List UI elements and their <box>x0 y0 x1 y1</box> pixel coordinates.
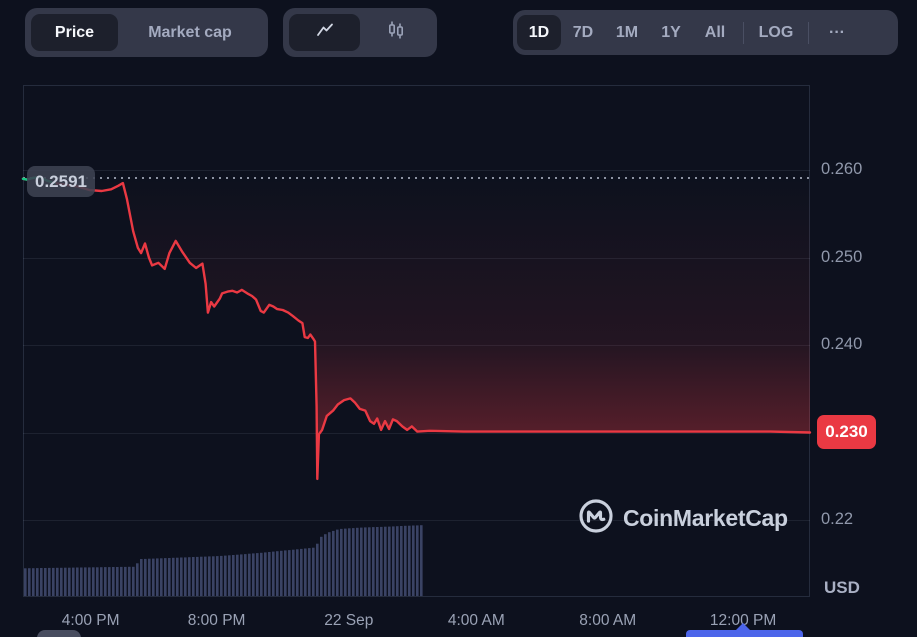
x-tick-label: 22 Sep <box>324 612 374 629</box>
range-7d-button[interactable]: 7D <box>572 23 594 41</box>
more-options-button[interactable]: ··· <box>829 23 845 41</box>
candlestick-chart-button[interactable] <box>360 14 431 51</box>
separator <box>743 21 744 44</box>
line-chart-button[interactable] <box>289 14 360 51</box>
open-price-tooltip: 0.2591 <box>27 166 95 197</box>
y-tick-label: 0.250 <box>821 247 863 266</box>
candlestick-chart-icon <box>386 20 406 45</box>
coinmarketcap-watermark: CoinMarketCap <box>578 498 788 539</box>
market-cap-tab[interactable]: Market cap <box>148 23 232 41</box>
y-tick-label: 0.240 <box>821 335 863 353</box>
range-all-button[interactable]: All <box>704 23 726 41</box>
gridline <box>23 257 810 259</box>
x-tick-label: 8:00 AM <box>579 612 637 629</box>
x-tick-label: 12:00 PM <box>709 612 777 629</box>
range-slider-handle[interactable] <box>37 630 81 637</box>
x-tick-label: 4:00 PM <box>61 612 120 629</box>
metric-toggle: Price Market cap <box>25 8 268 57</box>
price-tab[interactable]: Price <box>31 14 118 51</box>
currency-unit-label: USD <box>824 578 860 597</box>
range-1m-button[interactable]: 1M <box>615 23 639 41</box>
gridline <box>23 345 810 346</box>
range-1y-button[interactable]: 1Y <box>661 23 681 41</box>
chart-type-toggle <box>283 8 437 57</box>
y-tick-label: 0.260 <box>821 160 863 178</box>
log-scale-button[interactable]: LOG <box>758 23 794 41</box>
separator <box>808 21 809 44</box>
line-chart-icon <box>315 21 335 44</box>
last-price-badge: 0.230 <box>817 415 876 449</box>
x-tick-label: 4:00 AM <box>447 612 505 629</box>
slider-arrow-icon <box>735 623 751 631</box>
gridline <box>23 170 810 171</box>
y-tick-label: 0.22 <box>821 510 854 528</box>
coinmarketcap-logo-icon <box>578 498 614 539</box>
reference-price-dotted-line <box>23 177 810 179</box>
x-tick-label: 8:00 PM <box>187 612 246 629</box>
range-toggle: 1D 7D 1M 1Y All LOG ··· <box>513 10 898 55</box>
gridline <box>23 520 810 521</box>
gridline <box>23 432 810 434</box>
range-1d-button[interactable]: 1D <box>517 15 561 50</box>
range-slider-thumb[interactable] <box>686 630 803 637</box>
watermark-text: CoinMarketCap <box>623 505 788 531</box>
